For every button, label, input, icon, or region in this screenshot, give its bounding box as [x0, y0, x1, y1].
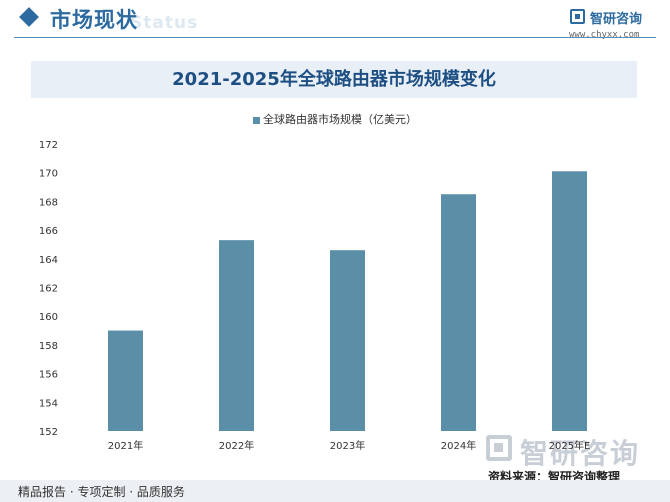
watermark-text: 智研咨询	[520, 437, 641, 470]
y-tick-label: 168	[39, 197, 58, 208]
x-tick-label: 2022年	[219, 439, 254, 452]
y-tick-label: 160	[39, 312, 58, 323]
y-tick-label: 154	[39, 398, 58, 409]
header-ghost-text: Status	[130, 13, 199, 33]
brand-url: www.chyxx.com	[569, 30, 640, 40]
y-tick-label: 170	[39, 169, 58, 180]
x-tick-label: 2021年	[108, 439, 143, 452]
y-tick-label: 158	[39, 341, 58, 352]
header-divider	[14, 37, 656, 38]
bar-0	[108, 330, 143, 431]
chart-legend: 全球路由器市场规模（亿美元）	[0, 111, 670, 127]
y-tick-label: 166	[39, 226, 58, 237]
y-tick-label: 164	[39, 255, 58, 266]
footer-slogan: 精品报告 · 专项定制 · 品质服务	[18, 485, 185, 499]
x-tick-label: 2024年	[441, 439, 476, 452]
watermark-logo-icon	[486, 435, 512, 461]
bar-4	[552, 171, 587, 431]
y-tick-label: 156	[39, 370, 58, 381]
x-tick-label: 2025年E	[549, 439, 591, 452]
legend-swatch	[253, 116, 260, 124]
chart-title-bar: 2021-2025年全球路由器市场规模变化	[31, 61, 637, 98]
page-footer: 精品报告 · 专项定制 · 品质服务	[0, 480, 670, 502]
chart-title: 2021-2025年全球路由器市场规模变化	[172, 69, 496, 90]
brand-logo-icon	[570, 9, 585, 24]
bar-1	[219, 240, 254, 431]
bar-2	[330, 250, 365, 431]
brand-name: 智研咨询	[590, 12, 643, 27]
section-title: 市场现状	[50, 8, 138, 32]
legend-label: 全球路由器市场规模（亿美元）	[263, 113, 417, 126]
page-header: Status 市场现状 智研咨询 www.chyxx.com	[0, 0, 670, 44]
bar-3	[441, 194, 476, 431]
y-tick-label: 162	[39, 284, 58, 295]
y-tick-label: 152	[39, 427, 58, 438]
x-tick-label: 2023年	[330, 439, 365, 452]
y-tick-label: 172	[39, 140, 58, 151]
